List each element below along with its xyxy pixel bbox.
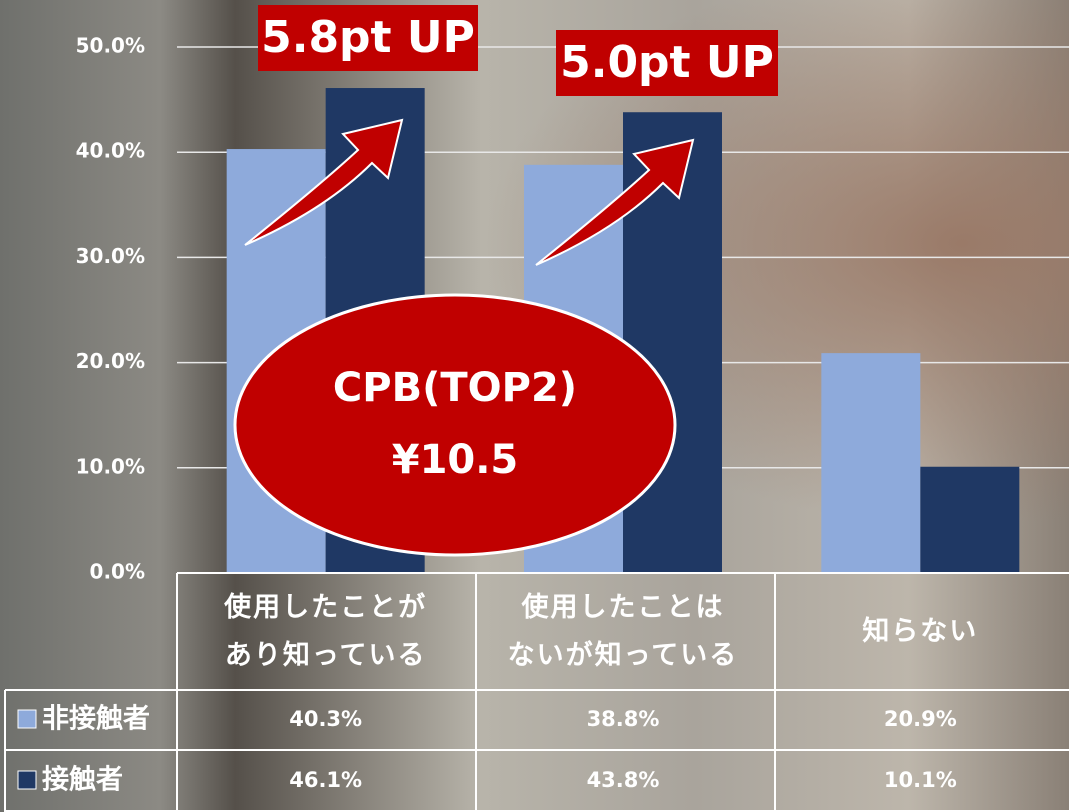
y-tick-label: 30.0% bbox=[76, 244, 145, 268]
callout-text: ¥10.5 bbox=[392, 437, 519, 483]
legend-swatch bbox=[17, 770, 37, 790]
table-value: 38.8% bbox=[587, 707, 660, 731]
bar bbox=[920, 466, 1020, 573]
x-tick-label: 使用したことは ないが知っている bbox=[507, 591, 739, 671]
table-value: 43.8% bbox=[587, 768, 660, 792]
arrow bbox=[535, 138, 695, 266]
annotation-box bbox=[258, 5, 478, 71]
annotation: 5.8pt UP bbox=[261, 12, 475, 63]
legend-label: 非接触者 bbox=[42, 704, 150, 735]
y-tick-label: 10.0% bbox=[76, 454, 145, 478]
table-value: 40.3% bbox=[289, 707, 362, 731]
table-value: 20.9% bbox=[884, 707, 957, 731]
annotation-box bbox=[556, 30, 778, 96]
y-tick-label: 20.0% bbox=[76, 349, 145, 373]
x-tick-label: 知らない bbox=[862, 615, 979, 647]
callout-text: CPB(TOP2) bbox=[333, 365, 577, 411]
y-tick-label: 0.0% bbox=[90, 560, 145, 584]
legend-swatch bbox=[17, 709, 37, 729]
table-value: 10.1% bbox=[884, 768, 957, 792]
y-tick-label: 40.0% bbox=[76, 139, 145, 163]
y-tick-label: 50.0% bbox=[76, 34, 145, 58]
arrow bbox=[244, 118, 404, 246]
x-tick-label: 使用したことが あり知っている bbox=[224, 591, 428, 671]
bar bbox=[821, 353, 921, 573]
annotation: 5.0pt UP bbox=[560, 37, 774, 88]
table-lines bbox=[4, 572, 1069, 812]
legend-label: 接触者 bbox=[42, 765, 123, 796]
callout bbox=[233, 293, 677, 557]
table-value: 46.1% bbox=[289, 768, 362, 792]
